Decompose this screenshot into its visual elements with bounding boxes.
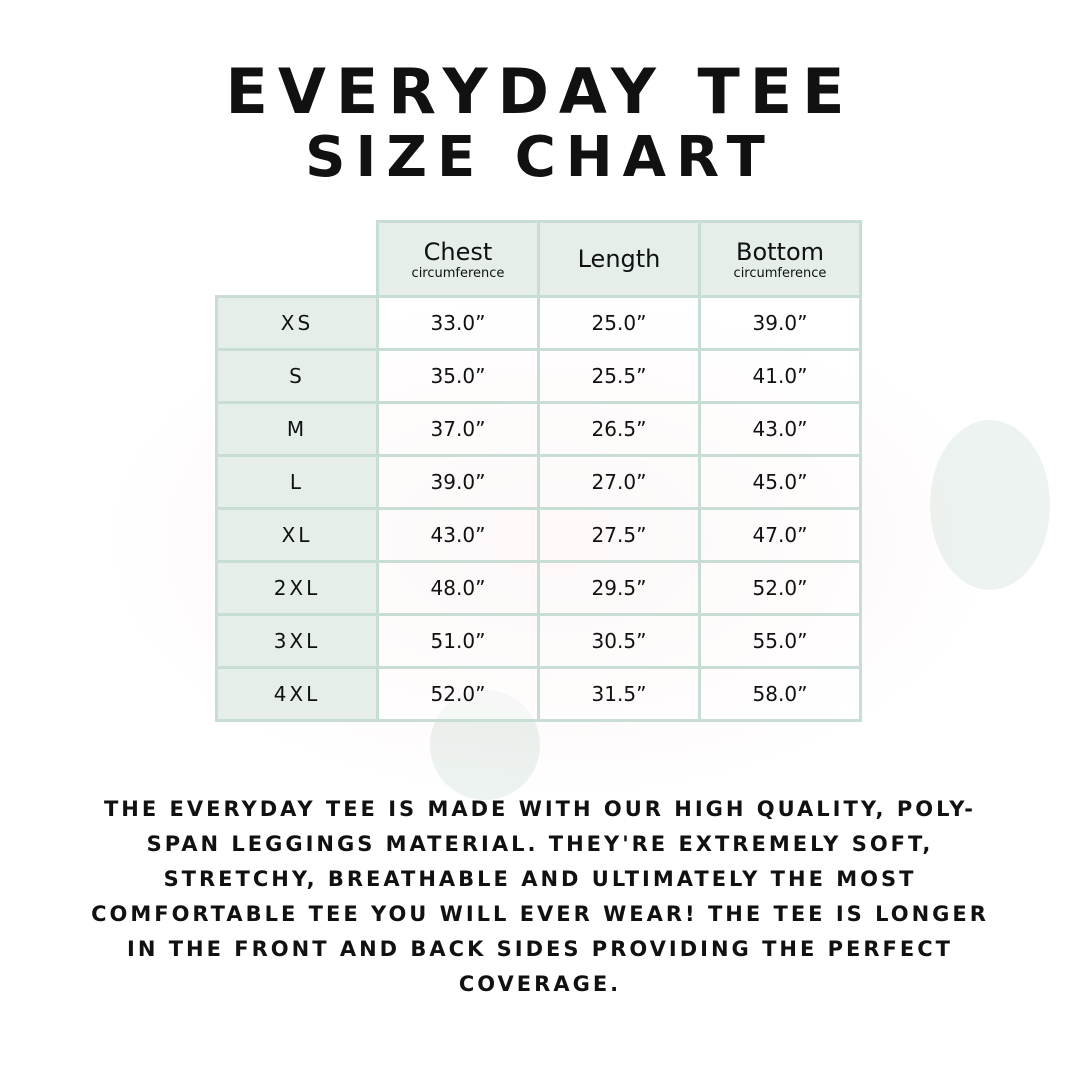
- measurement-cell: 27.0”: [537, 454, 701, 510]
- measurement-cell: 58.0”: [698, 666, 862, 722]
- size-label: 3XL: [215, 613, 379, 669]
- column-label: Length: [577, 245, 661, 273]
- measurement-cell: 43.0”: [698, 401, 862, 457]
- measurement-cell: 29.5”: [537, 560, 701, 616]
- table-row: XS 33.0” 25.0” 39.0”: [215, 295, 862, 351]
- measurement-cell: 25.0”: [537, 295, 701, 351]
- column-header: Chest circumference: [376, 220, 540, 298]
- column-sublabel: circumference: [733, 265, 827, 281]
- column-label: Bottom: [735, 237, 825, 266]
- description: The Everyday Tee is made with our high q…: [91, 797, 989, 996]
- size-label: M: [215, 401, 379, 457]
- measurement-cell: 52.0”: [376, 666, 540, 722]
- measurement-cell: 52.0”: [698, 560, 862, 616]
- size-label: 2XL: [215, 560, 379, 616]
- table-row: 3XL 51.0” 30.5” 55.0”: [215, 613, 862, 669]
- measurement-cell: 35.0”: [376, 348, 540, 404]
- table-row: 4XL 52.0” 31.5” 58.0”: [215, 666, 862, 722]
- measurement-cell: 55.0”: [698, 613, 862, 669]
- measurement-cell: 31.5”: [537, 666, 701, 722]
- header-row: Chest circumference Length Bottom circumfere…: [217, 220, 862, 298]
- empty-corner: [217, 222, 378, 297]
- cactus-decoration: [930, 420, 1050, 590]
- measurement-cell: 48.0”: [376, 560, 540, 616]
- measurement-cell: 27.5”: [537, 507, 701, 563]
- size-chart-table: Chest circumference Length Bottom circumfere…: [215, 220, 862, 722]
- size-label: XL: [215, 507, 379, 563]
- measurement-cell: 25.5”: [537, 348, 701, 404]
- size-label: 4XL: [215, 666, 379, 722]
- measurement-cell: 30.5”: [537, 613, 701, 669]
- size-label: S: [215, 348, 379, 404]
- measurement-cell: 39.0”: [376, 454, 540, 510]
- table-row: M 37.0” 26.5” 43.0”: [215, 401, 862, 457]
- column-header: Bottom circumference: [698, 220, 862, 298]
- column-label: Chest: [423, 237, 493, 266]
- measurement-cell: 45.0”: [698, 454, 862, 510]
- measurement-cell: 47.0”: [698, 507, 862, 563]
- measurement-cell: 41.0”: [698, 348, 862, 404]
- title-line-1: EVERYDAY TEE: [225, 55, 855, 128]
- title-line-2: SIZE CHART: [305, 125, 775, 190]
- table-row: L 39.0” 27.0” 45.0”: [215, 454, 862, 510]
- measurement-cell: 43.0”: [376, 507, 540, 563]
- size-label: L: [215, 454, 379, 510]
- measurement-cell: 37.0”: [376, 401, 540, 457]
- table-row: S 35.0” 25.5” 41.0”: [215, 348, 862, 404]
- measurement-cell: 51.0”: [376, 613, 540, 669]
- measurement-cell: 33.0”: [376, 295, 540, 351]
- measurement-cell: 26.5”: [537, 401, 701, 457]
- column-header: Length: [537, 220, 701, 298]
- column-sublabel: circumference: [411, 265, 505, 281]
- size-label: XS: [215, 295, 379, 351]
- measurement-cell: 39.0”: [698, 295, 862, 351]
- table-row: 2XL 48.0” 29.5” 52.0”: [215, 560, 862, 616]
- table-row: XL 43.0” 27.5” 47.0”: [215, 507, 862, 563]
